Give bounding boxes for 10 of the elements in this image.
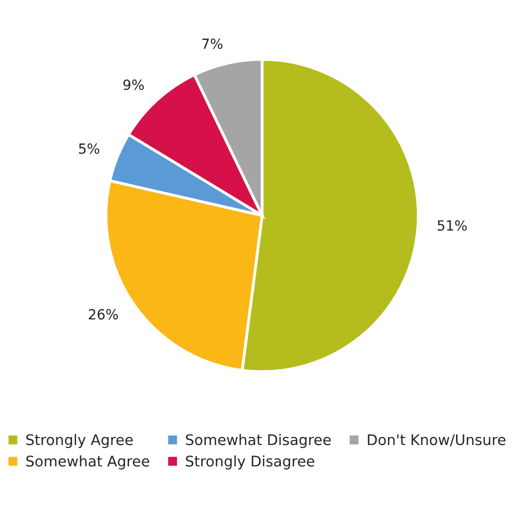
legend-label: Somewhat Disagree [186,434,331,448]
legend-label: Don't Know/Unsure [368,434,506,446]
legend-label: Somewhat Agree [26,455,150,470]
legend-label: Strongly Disagree [186,455,314,470]
data-label: 51% [438,220,467,231]
data-label: 5% [79,143,100,154]
data-label: 7% [202,38,222,49]
data-label: 26% [88,309,118,320]
data-label: 9% [123,80,144,90]
legend-label: Strongly Agree [26,434,133,448]
